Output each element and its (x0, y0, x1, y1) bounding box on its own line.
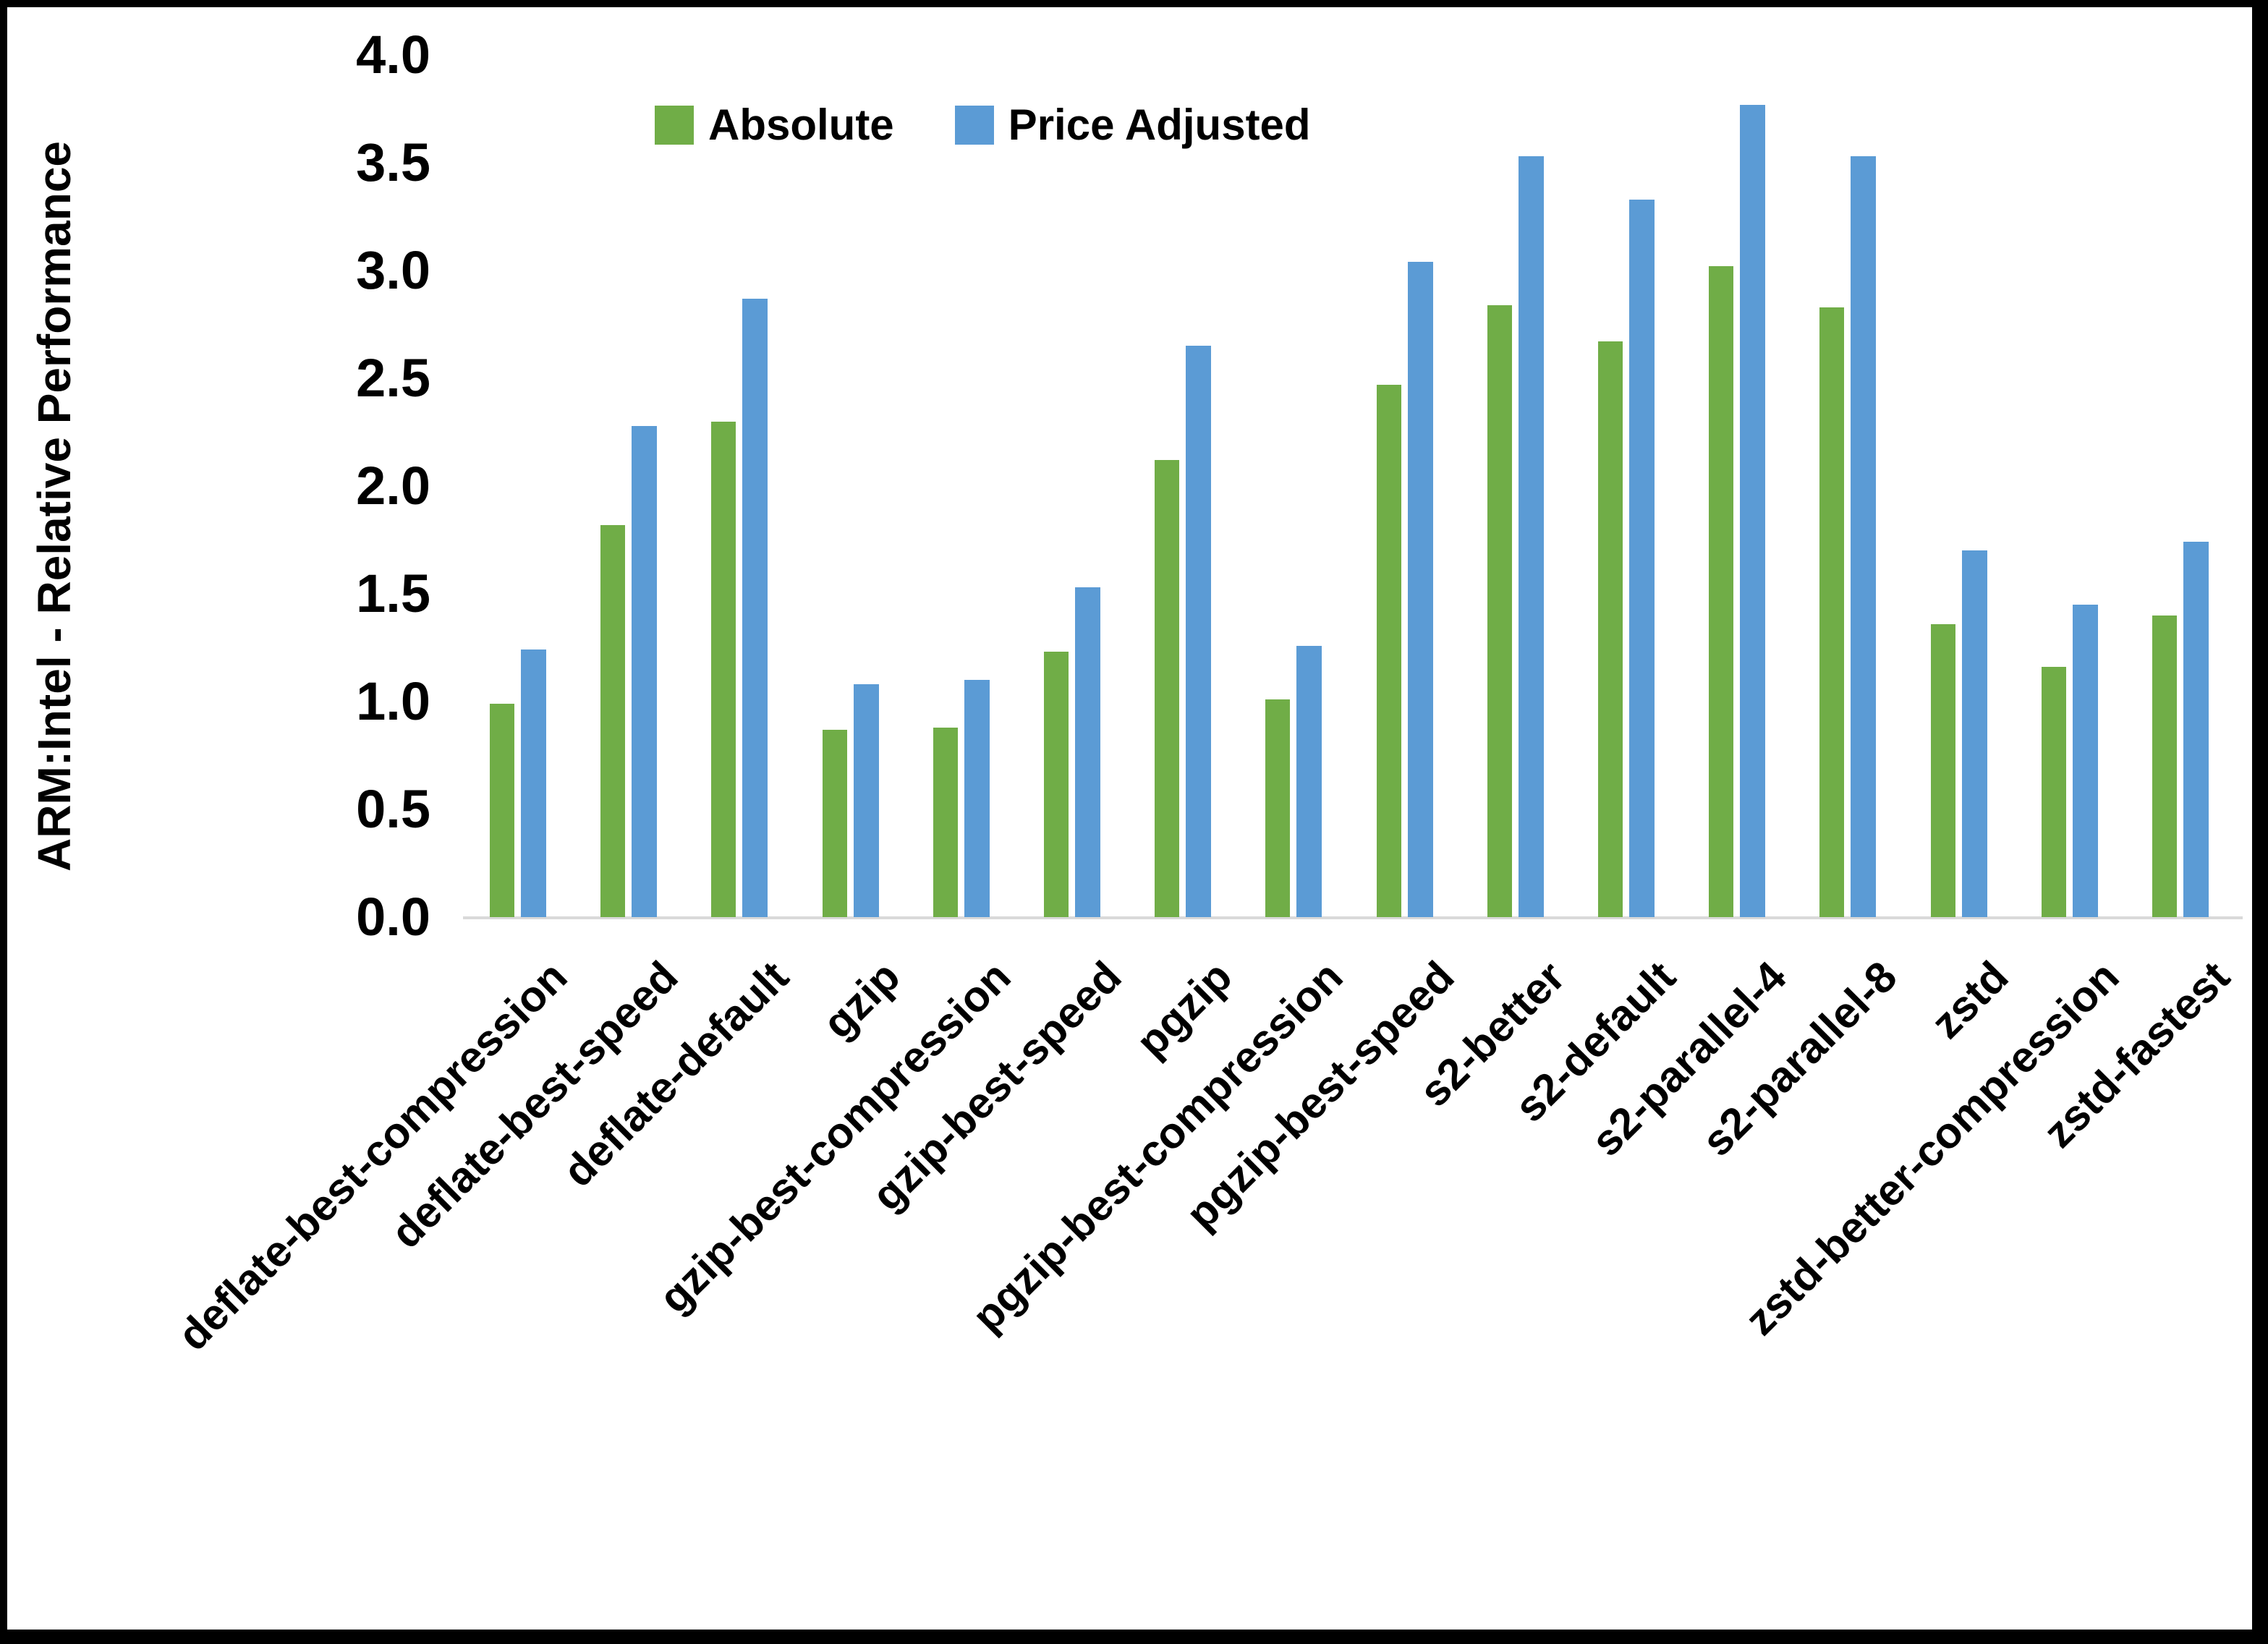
y-tick-4.0: 4.0 (356, 25, 430, 85)
bar-price-adjusted-zstd (1961, 550, 1987, 917)
bar-absolute-gzip-best-speed (1044, 652, 1069, 917)
y-tick-0.5: 0.5 (356, 779, 430, 839)
legend: Absolute Price Adjusted (655, 100, 1311, 150)
bar-price-adjusted-pgzip-best-speed (1407, 262, 1433, 917)
plot-area (463, 55, 2243, 919)
bar-absolute-pgzip-best-compression (1265, 699, 1291, 917)
legend-item-absolute: Absolute (655, 100, 894, 150)
y-tick-0.0: 0.0 (356, 887, 430, 947)
legend-label-price-adjusted: Price Adjusted (1008, 101, 1311, 149)
legend-label-absolute: Absolute (708, 101, 894, 149)
legend-swatch-absolute-icon (655, 105, 694, 145)
bar-absolute-s2-parallel-4 (1709, 266, 1734, 917)
y-tick-3.0: 3.0 (356, 240, 430, 300)
y-tick-2.0: 2.0 (356, 456, 430, 516)
bar-price-adjusted-deflate-best-compression (521, 649, 546, 917)
x-axis-line (463, 916, 2243, 919)
bar-price-adjusted-deflate-default (742, 299, 768, 917)
bar-absolute-deflate-best-speed (600, 525, 626, 917)
legend-swatch-price-adjusted-icon (954, 105, 994, 145)
bar-price-adjusted-s2-default (1629, 200, 1655, 917)
bar-price-adjusted-deflate-best-speed (632, 426, 658, 917)
bar-price-adjusted-zstd-fastest (2183, 542, 2209, 917)
bar-absolute-pgzip-best-speed (1376, 385, 1401, 917)
bar-price-adjusted-s2-parallel-4 (1740, 105, 1766, 917)
bar-absolute-zstd (1930, 624, 1955, 917)
bar-absolute-pgzip (1155, 460, 1180, 917)
bar-price-adjusted-s2-better (1518, 156, 1544, 917)
y-tick-1.0: 1.0 (356, 671, 430, 731)
bar-price-adjusted-gzip (853, 684, 879, 917)
bar-price-adjusted-pgzip (1186, 346, 1212, 917)
bar-absolute-gzip-best-compression (933, 728, 958, 917)
bar-absolute-gzip (822, 730, 847, 917)
bar-absolute-s2-parallel-8 (1819, 307, 1845, 917)
legend-item-price-adjusted: Price Adjusted (954, 100, 1311, 150)
bar-price-adjusted-s2-parallel-8 (1851, 156, 1877, 917)
y-tick-1.5: 1.5 (356, 563, 430, 623)
bar-price-adjusted-zstd-better-compression (2072, 605, 2098, 917)
bar-absolute-s2-better (1487, 305, 1512, 917)
y-tick-3.5: 3.5 (356, 132, 430, 192)
bar-absolute-s2-default (1598, 341, 1623, 917)
y-axis-title: ARM:Intel - Relative Performance (28, 140, 80, 872)
bar-price-adjusted-gzip-best-compression (964, 680, 990, 917)
bar-absolute-deflate-default (711, 422, 736, 917)
bar-absolute-deflate-best-compression (490, 704, 514, 917)
bar-price-adjusted-gzip-best-speed (1075, 587, 1100, 917)
y-tick-2.5: 2.5 (356, 348, 430, 408)
bar-price-adjusted-pgzip-best-compression (1296, 646, 1322, 917)
bar-absolute-zstd-fastest (2152, 616, 2177, 917)
bar-absolute-zstd-better-compression (2041, 667, 2066, 917)
